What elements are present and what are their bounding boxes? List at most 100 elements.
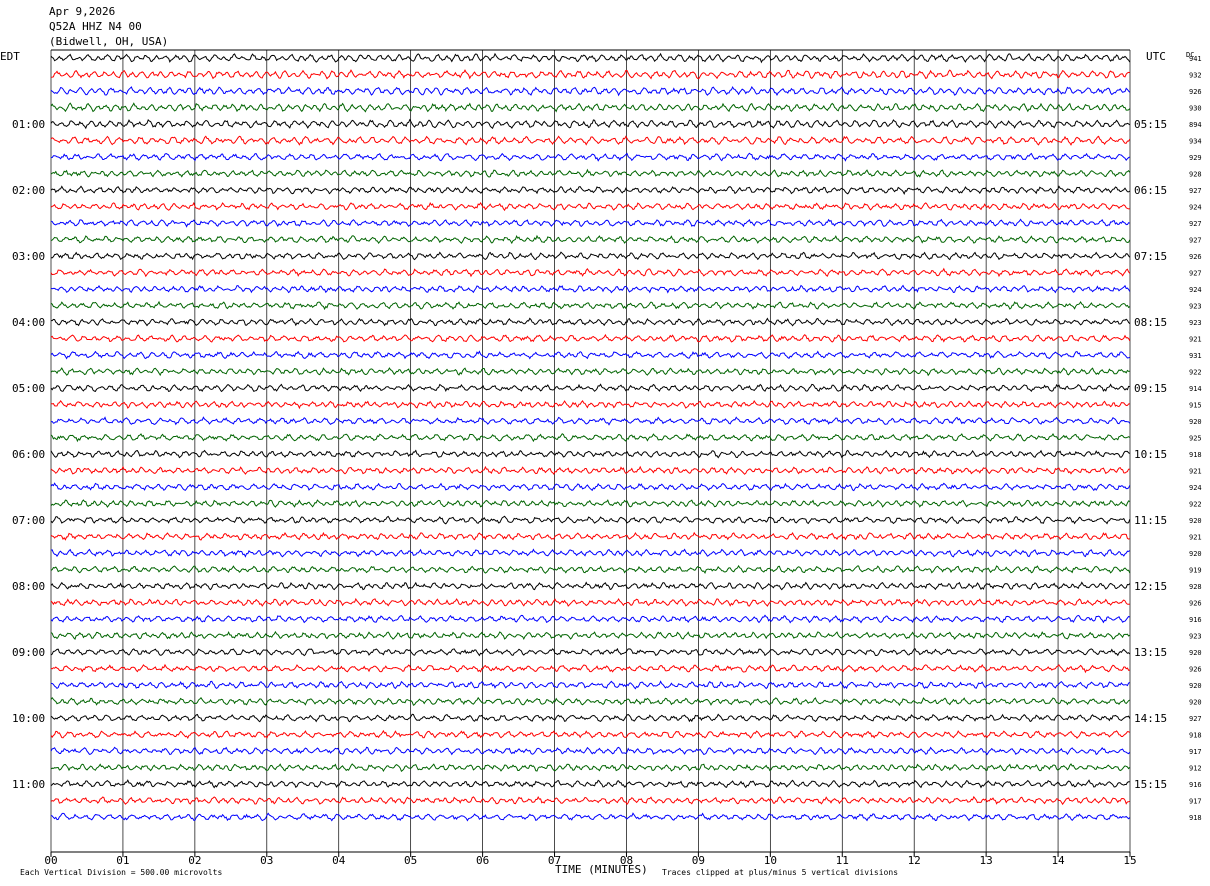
dc-offset-label: 920 xyxy=(1189,649,1202,657)
record-date: Apr 9,2026 xyxy=(49,5,116,18)
trace-line xyxy=(50,433,1131,443)
right-hour-label: 11:15 xyxy=(1134,514,1167,527)
dc-offset-label: 927 xyxy=(1189,220,1202,228)
trace-line xyxy=(50,400,1130,410)
left-hour-label: 04:00 xyxy=(12,316,45,329)
dc-offset-label: 924 xyxy=(1189,286,1202,294)
right-hour-label: 14:15 xyxy=(1134,712,1167,725)
trace-line xyxy=(50,152,1131,162)
left-hour-label: 07:00 xyxy=(12,514,45,527)
right-hour-label: 05:15 xyxy=(1134,118,1167,131)
dc-offset-label: 912 xyxy=(1189,765,1202,773)
x-tick-label: 06 xyxy=(476,854,489,867)
right-hour-label: 06:15 xyxy=(1134,184,1167,197)
trace-line xyxy=(50,499,1131,508)
dc-offset-label: 915 xyxy=(1189,402,1202,410)
dc-offset-label: 931 xyxy=(1189,352,1202,360)
trace-line xyxy=(50,251,1131,261)
dc-offset-label: 918 xyxy=(1189,451,1202,459)
dc-offset-label: 920 xyxy=(1189,550,1202,558)
right-timezone-label: UTC xyxy=(1146,50,1166,63)
trace-line xyxy=(50,284,1131,294)
dc-offset-label: 934 xyxy=(1189,138,1202,146)
trace-line xyxy=(50,86,1131,97)
trace-line xyxy=(50,763,1131,773)
dc-offset-label: 924 xyxy=(1189,484,1202,492)
trace-line xyxy=(50,52,1131,64)
dc-offset-label: 920 xyxy=(1189,699,1202,707)
trace-line xyxy=(51,317,1131,327)
right-hour-label: 13:15 xyxy=(1134,646,1167,659)
left-timezone-label: EDT xyxy=(0,50,20,63)
trace-line xyxy=(50,201,1130,212)
trace-line xyxy=(50,581,1131,591)
dc-offset-label: 928 xyxy=(1189,583,1202,591)
trace-line xyxy=(50,564,1131,574)
trace-line xyxy=(50,69,1130,80)
dc-offset-label: 920 xyxy=(1189,682,1202,690)
trace-line xyxy=(50,300,1131,311)
dc-offset-label: 928 xyxy=(1189,171,1202,179)
dc-offset-label: 922 xyxy=(1189,369,1202,377)
dc-offset-label: 916 xyxy=(1189,616,1202,624)
dc-offset-label: 926 xyxy=(1189,253,1202,261)
dc-offset-label: 927 xyxy=(1189,237,1202,245)
trace-line xyxy=(50,779,1130,789)
dc-offset-label: 918 xyxy=(1189,814,1202,822)
trace-line xyxy=(50,614,1130,624)
dc-offset-label: 921 xyxy=(1189,534,1202,542)
trace-line xyxy=(50,185,1131,196)
trace-line xyxy=(50,449,1131,459)
dc-offset-label: 923 xyxy=(1189,303,1202,311)
station-code: Q52A HHZ N4 00 xyxy=(49,20,142,33)
axis-labels: 01:00 02:00 03:00 04:00 05:00 06:00 07:00 08:00… xyxy=(12,55,1202,867)
x-tick-label: 13 xyxy=(980,854,993,867)
trace-line xyxy=(50,713,1131,723)
x-tick-label: 02 xyxy=(188,854,201,867)
dc-offset-label: 925 xyxy=(1189,435,1202,443)
dc-offset-label: 932 xyxy=(1189,72,1202,80)
dc-offset-label: 927 xyxy=(1189,270,1202,278)
trace-line xyxy=(50,630,1131,641)
dc-offset-label: 929 xyxy=(1189,154,1202,162)
dc-header-label: DC xyxy=(1186,51,1194,59)
left-hour-label: 03:00 xyxy=(12,250,45,263)
clip-note: Traces clipped at plus/minus 5 vertical … xyxy=(662,868,898,877)
trace-line xyxy=(50,218,1130,228)
trace-line xyxy=(50,267,1131,278)
trace-line xyxy=(50,102,1131,113)
trace-line xyxy=(50,597,1130,607)
right-hour-label: 15:15 xyxy=(1134,778,1167,791)
trace-line xyxy=(50,383,1130,393)
trace-line xyxy=(50,135,1131,146)
dc-offset-label: 916 xyxy=(1189,781,1202,789)
x-tick-label: 14 xyxy=(1051,854,1065,867)
dc-offset-label: 923 xyxy=(1189,319,1202,327)
dc-offset-label: 921 xyxy=(1189,336,1202,344)
left-hour-label: 05:00 xyxy=(12,382,45,395)
trace-line xyxy=(50,548,1131,558)
left-hour-label: 09:00 xyxy=(12,646,45,659)
dc-offset-label: 918 xyxy=(1189,732,1202,740)
trace-line xyxy=(50,168,1131,178)
x-tick-label: 08 xyxy=(620,854,633,867)
x-tick-label: 07 xyxy=(548,854,561,867)
x-tick-label: 10 xyxy=(764,854,777,867)
dc-offset-label: 920 xyxy=(1189,418,1202,426)
dc-offset-label: 914 xyxy=(1189,385,1202,393)
x-tick-label: 12 xyxy=(908,854,921,867)
trace-line xyxy=(50,647,1131,657)
x-tick-label: 05 xyxy=(404,854,417,867)
left-hour-label: 01:00 xyxy=(12,118,45,131)
trace-line xyxy=(50,680,1131,690)
dc-offset-label: 924 xyxy=(1189,204,1202,212)
seismic-traces xyxy=(50,52,1131,822)
trace-line xyxy=(50,350,1130,360)
right-hour-label: 12:15 xyxy=(1134,580,1167,593)
trace-line xyxy=(50,234,1131,245)
x-tick-label: 09 xyxy=(692,854,705,867)
dc-offset-label: 920 xyxy=(1189,517,1202,525)
trace-line xyxy=(50,482,1131,492)
x-tick-label: 15 xyxy=(1123,854,1136,867)
dc-offset-label: 917 xyxy=(1189,748,1202,756)
